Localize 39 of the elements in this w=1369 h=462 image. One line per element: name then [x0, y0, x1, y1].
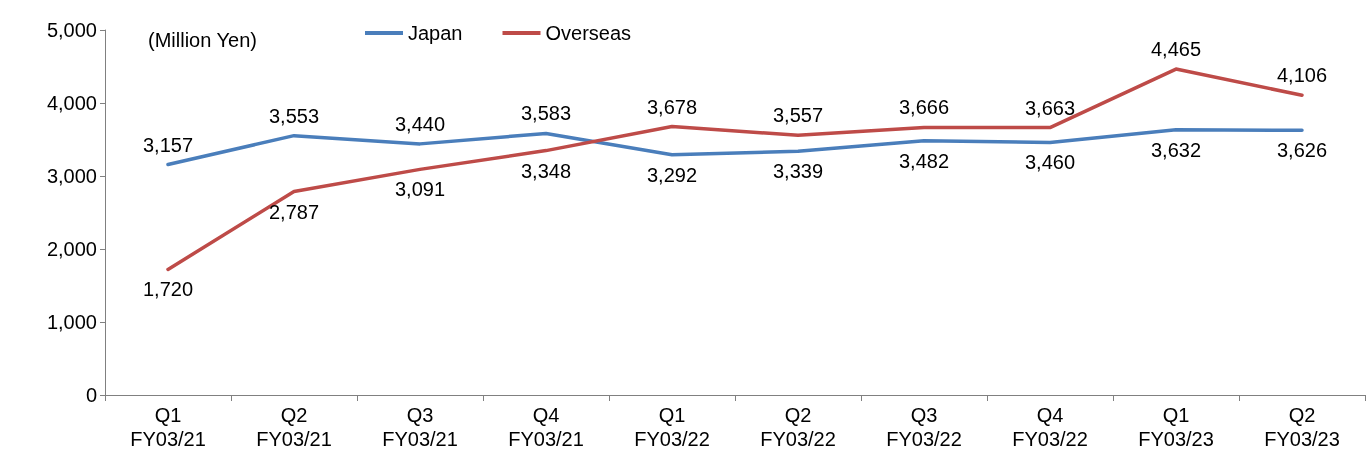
data-label: 3,583	[520, 102, 572, 125]
data-label: 3,553	[268, 104, 320, 127]
x-tick-label: Q2 FY03/21	[256, 404, 332, 450]
data-label: 3,460	[1024, 151, 1076, 174]
x-tick-label: Q1 FY03/22	[634, 404, 710, 450]
y-tick-label: 0	[85, 384, 97, 406]
data-label: 3,663	[1024, 96, 1076, 119]
data-label: 3,557	[772, 104, 824, 127]
y-tick-label: 5,000	[46, 19, 97, 41]
x-tick-label: Q4 FY03/22	[1012, 404, 1088, 450]
y-tick-label: 2,000	[46, 238, 97, 260]
data-label: 3,482	[898, 149, 950, 172]
data-label: 3,632	[1150, 138, 1202, 161]
x-tick-label: Q2 FY03/23	[1264, 404, 1340, 450]
y-tick-label: 4,000	[46, 92, 97, 114]
data-label: 3,348	[520, 159, 572, 182]
annotation: (Million Yen)	[148, 29, 257, 51]
data-label: 3,091	[394, 178, 446, 201]
legend-label: Overseas	[545, 22, 632, 44]
x-tick-label: Q4 FY03/21	[508, 404, 584, 450]
legend-label: Japan	[408, 22, 463, 44]
data-label: 3,678	[646, 95, 698, 118]
data-label: 3,626	[1276, 139, 1328, 162]
data-label: 3,292	[646, 163, 698, 186]
data-label: 1,720	[142, 278, 194, 301]
x-tick-label: Q3 FY03/21	[382, 404, 458, 450]
x-tick-label: Q1 FY03/21	[130, 404, 206, 450]
x-tick-label: Q1 FY03/23	[1138, 404, 1214, 450]
data-label: 4,106	[1276, 64, 1328, 87]
data-label: 4,465	[1150, 38, 1202, 61]
data-label: 3,666	[898, 96, 950, 119]
y-tick-label: 3,000	[46, 165, 97, 187]
y-tick-label: 1,000	[46, 311, 97, 333]
data-label: 3,339	[772, 160, 824, 183]
data-label: 2,787	[268, 200, 320, 223]
x-tick-label: Q3 FY03/22	[886, 404, 962, 450]
data-label: 3,157	[142, 133, 194, 156]
data-label: 3,440	[394, 112, 446, 135]
x-tick-label: Q2 FY03/22	[760, 404, 836, 450]
